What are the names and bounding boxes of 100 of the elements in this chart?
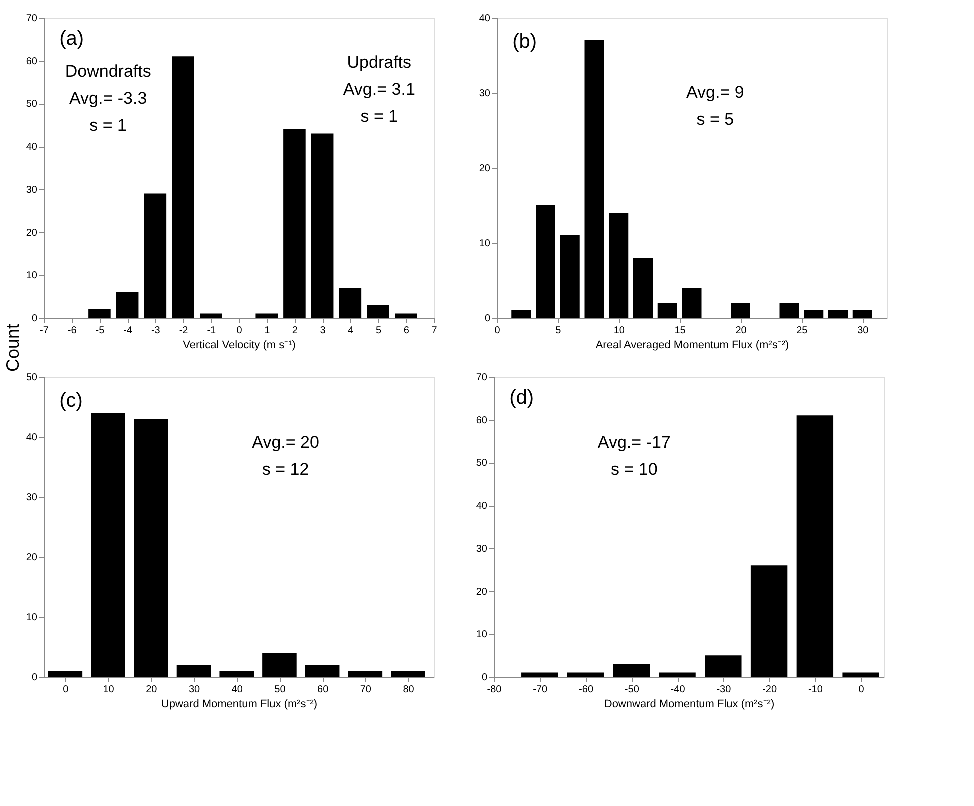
bar bbox=[609, 213, 629, 318]
x-tick-label: 0 bbox=[63, 684, 70, 696]
x-tick-label: 3 bbox=[320, 326, 326, 336]
annotation: Downdrafts bbox=[65, 62, 152, 81]
bar bbox=[659, 672, 696, 677]
x-tick-label: -20 bbox=[762, 684, 778, 696]
x-axis-title: Upward Momentum Flux (m²s⁻²) bbox=[161, 698, 318, 710]
bar bbox=[512, 310, 532, 318]
x-tick-label: 30 bbox=[858, 326, 870, 336]
y-tick-label: 10 bbox=[479, 238, 491, 250]
bar bbox=[172, 56, 194, 318]
annotation: s = 5 bbox=[696, 110, 734, 129]
bar bbox=[311, 134, 334, 318]
y-tick-label: 70 bbox=[476, 372, 488, 384]
x-tick-label: 10 bbox=[103, 684, 115, 696]
y-axis-title: Count bbox=[3, 324, 23, 372]
bar bbox=[395, 314, 418, 318]
y-tick-label: 20 bbox=[479, 164, 491, 174]
y-tick-label: 50 bbox=[26, 372, 38, 384]
bar bbox=[705, 656, 742, 677]
bar bbox=[91, 413, 126, 677]
y-tick-label: 30 bbox=[26, 184, 38, 196]
y-tick-label: 40 bbox=[479, 14, 491, 24]
y-tick-label: 0 bbox=[482, 672, 488, 684]
x-tick-label: -5 bbox=[96, 326, 106, 336]
x-tick-label: -60 bbox=[579, 684, 594, 696]
y-tick-label: 30 bbox=[479, 88, 491, 100]
x-tick-label: 5 bbox=[556, 326, 562, 336]
y-tick-label: 60 bbox=[476, 415, 488, 426]
y-tick-label: 10 bbox=[476, 630, 488, 641]
annotation: (d) bbox=[510, 387, 534, 409]
y-tick-label: 50 bbox=[26, 99, 38, 110]
x-tick-label: -10 bbox=[808, 684, 824, 696]
bar bbox=[88, 309, 111, 318]
y-tick-label: 30 bbox=[476, 544, 488, 555]
x-tick-label: 6 bbox=[404, 326, 410, 336]
annotation: (c) bbox=[60, 390, 83, 412]
x-tick-label: -70 bbox=[533, 684, 548, 696]
x-tick-label: 2 bbox=[292, 326, 298, 336]
x-axis-title: Areal Averaged Momentum Flux (m²s⁻²) bbox=[596, 340, 790, 352]
bar bbox=[731, 303, 750, 318]
x-tick-label: -7 bbox=[40, 326, 50, 336]
annotation: Avg.= 20 bbox=[252, 433, 320, 452]
annotation: s = 10 bbox=[611, 460, 658, 479]
x-tick-label: 50 bbox=[274, 684, 286, 696]
x-tick-label: -40 bbox=[670, 684, 686, 696]
x-tick-label: 0 bbox=[236, 326, 243, 336]
bar bbox=[176, 665, 212, 677]
bar bbox=[780, 303, 800, 318]
annotation: (a) bbox=[60, 28, 84, 50]
bar bbox=[348, 671, 383, 677]
x-tick-label: -2 bbox=[179, 326, 189, 336]
x-tick-label: 60 bbox=[318, 684, 330, 696]
y-tick-label: 40 bbox=[26, 142, 38, 154]
x-tick-label: -80 bbox=[487, 684, 502, 696]
y-tick-label: 30 bbox=[26, 492, 38, 504]
x-tick-label: 25 bbox=[796, 326, 808, 336]
bar bbox=[852, 310, 872, 318]
annotation: s = 1 bbox=[360, 107, 398, 126]
annotation: s = 12 bbox=[262, 460, 310, 479]
bar bbox=[613, 664, 650, 677]
bar bbox=[828, 310, 848, 318]
bar bbox=[842, 672, 880, 677]
x-tick-label: 7 bbox=[432, 326, 438, 336]
y-tick-label: 20 bbox=[26, 552, 38, 564]
y-tick-label: 20 bbox=[476, 586, 488, 598]
bar bbox=[134, 419, 168, 677]
bar bbox=[567, 672, 604, 677]
y-tick-label: 40 bbox=[476, 501, 488, 512]
bar bbox=[796, 416, 834, 677]
bar bbox=[804, 310, 824, 318]
x-tick-label: 10 bbox=[614, 326, 626, 336]
bar bbox=[522, 672, 558, 677]
x-tick-label: 70 bbox=[360, 684, 372, 696]
bar bbox=[682, 288, 702, 318]
annotation: Updrafts bbox=[347, 53, 412, 72]
annotation: Avg.= 9 bbox=[686, 83, 744, 102]
x-tick-label: 4 bbox=[348, 326, 354, 336]
x-tick-label: 20 bbox=[736, 326, 748, 336]
x-tick-label: 80 bbox=[403, 684, 415, 696]
bar bbox=[560, 236, 580, 318]
y-tick-label: 70 bbox=[26, 14, 38, 24]
x-tick-label: 15 bbox=[674, 326, 686, 336]
x-tick-label: 0 bbox=[494, 326, 501, 336]
bar bbox=[339, 288, 362, 318]
bar bbox=[48, 671, 83, 677]
bar bbox=[391, 671, 426, 677]
x-tick-label: 0 bbox=[858, 684, 865, 696]
x-tick-label: -50 bbox=[624, 684, 640, 696]
bar bbox=[658, 303, 678, 318]
bar bbox=[256, 314, 278, 318]
bar bbox=[284, 129, 306, 318]
y-tick-label: 20 bbox=[26, 228, 38, 239]
x-tick-label: 30 bbox=[188, 684, 200, 696]
y-tick-label: 0 bbox=[32, 314, 38, 324]
annotation: (b) bbox=[512, 31, 538, 53]
bar bbox=[750, 566, 788, 677]
x-tick-label: 20 bbox=[146, 684, 158, 696]
bar bbox=[305, 665, 340, 677]
bar bbox=[584, 40, 604, 318]
